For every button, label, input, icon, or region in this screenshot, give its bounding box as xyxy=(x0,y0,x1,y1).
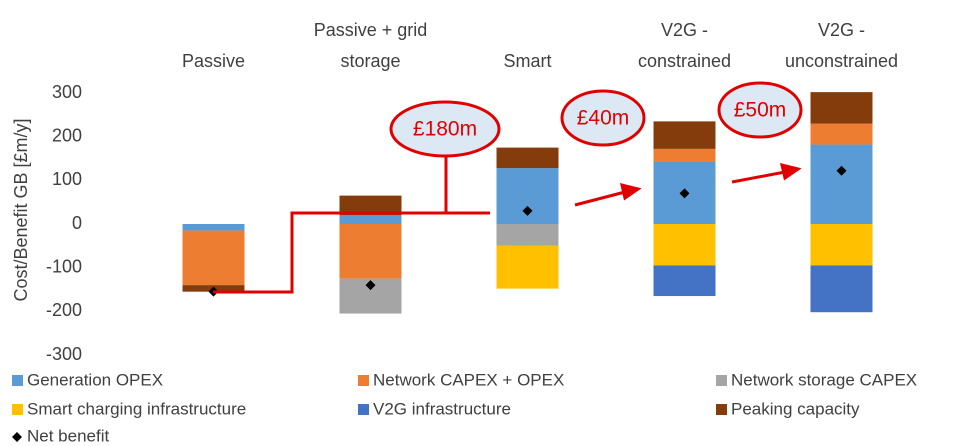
bar-segment xyxy=(339,215,402,224)
annotation: £180m xyxy=(413,118,477,141)
legend-swatch xyxy=(716,375,727,386)
bar-segment xyxy=(810,224,873,266)
x-category-label: V2G - xyxy=(661,20,708,40)
y-tick-label: -100 xyxy=(46,256,82,276)
annotation-bubbles xyxy=(389,81,803,158)
bar-segment xyxy=(339,195,402,216)
x-category-label: Passive xyxy=(182,51,245,71)
bar-segment xyxy=(810,144,873,224)
annotation: £40m xyxy=(577,107,630,130)
bar-segment xyxy=(653,224,716,266)
legend-swatch xyxy=(358,404,369,415)
y-tick-label: -200 xyxy=(46,300,82,320)
bar-segment xyxy=(653,121,716,149)
legend-swatch xyxy=(716,404,727,415)
bar-segment xyxy=(496,245,559,289)
legend-label: Peaking capacity xyxy=(731,399,860,418)
net-marker xyxy=(836,165,847,176)
y-axis-label: Cost/Benefit GB [£m/y] xyxy=(11,118,31,301)
y-tick-label: 300 xyxy=(52,82,82,102)
bar-segment xyxy=(496,147,559,169)
x-category-label: constrained xyxy=(638,51,731,71)
legend-label: Network CAPEX + OPEX xyxy=(373,370,564,389)
legend-label: V2G infrastructure xyxy=(373,399,511,418)
legend-swatch xyxy=(358,375,369,386)
bar-segment xyxy=(810,123,873,145)
bar-segment xyxy=(496,224,559,246)
y-tick-label: 200 xyxy=(52,125,82,145)
legend-swatch xyxy=(12,432,22,442)
x-category-label: Smart xyxy=(503,51,551,71)
net-marker xyxy=(679,188,690,199)
y-tick-label: -300 xyxy=(46,344,82,364)
net-marker xyxy=(365,280,376,291)
legend-swatch xyxy=(12,404,23,415)
x-category-label: unconstrained xyxy=(785,51,898,71)
x-category-label: Passive + grid xyxy=(314,20,428,40)
legend-label: Network storage CAPEX xyxy=(731,370,917,389)
legend-swatch xyxy=(12,375,23,386)
bar-segment xyxy=(182,224,245,231)
legend-label: Smart charging infrastructure xyxy=(27,399,246,418)
legend-label: Net benefit xyxy=(27,426,109,445)
x-category-label: V2G - xyxy=(818,20,865,40)
bar-segment xyxy=(182,230,245,286)
legend-label: Generation OPEX xyxy=(27,370,163,389)
y-tick-label: 0 xyxy=(72,213,82,233)
y-tick-label: 100 xyxy=(52,169,82,189)
annotation: £50m xyxy=(734,99,787,122)
bar-segment xyxy=(810,92,873,124)
bar-segment xyxy=(653,265,716,297)
x-category-label: storage xyxy=(340,51,400,71)
bar-segment xyxy=(339,224,402,279)
annotation-lines xyxy=(213,155,802,294)
net-marker xyxy=(522,205,533,216)
bar-segment xyxy=(653,148,716,162)
bar-segment xyxy=(810,265,873,313)
